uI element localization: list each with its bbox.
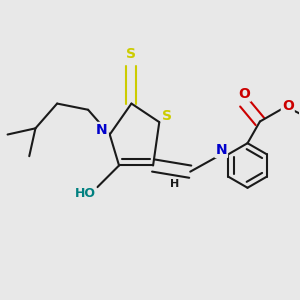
Text: O: O [238, 87, 250, 101]
Text: S: S [162, 109, 172, 123]
Text: S: S [126, 47, 136, 61]
Text: H: H [170, 179, 179, 189]
Text: HO: HO [74, 187, 95, 200]
Text: N: N [215, 143, 227, 157]
Text: O: O [282, 99, 294, 113]
Text: N: N [96, 123, 108, 137]
